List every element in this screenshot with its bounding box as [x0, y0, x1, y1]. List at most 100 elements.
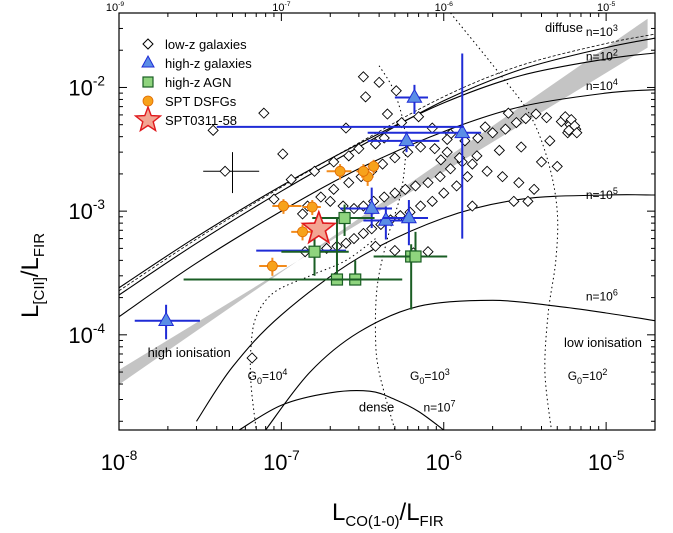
density-curve-1e4 — [119, 89, 655, 318]
low-z-point — [219, 165, 231, 177]
y-axis-label: L[CII]/LFIR — [17, 233, 48, 318]
y-tick-label: 10-2 — [68, 74, 105, 101]
y-tick-label: 10-3 — [68, 197, 105, 224]
annotation-layer: diffuse high ionisation low ionisation dens… — [148, 20, 642, 414]
low-z-point — [496, 171, 509, 183]
legend-label: SPT DSFGs — [165, 94, 237, 109]
low-z-point — [479, 121, 491, 133]
low-z-point — [308, 165, 321, 177]
legend-marker-triangle — [141, 54, 155, 68]
low-z-point — [328, 156, 340, 168]
top-tick-label: 10-5 — [597, 1, 616, 14]
legend-label: high-z AGN — [165, 75, 231, 90]
data-points-layer — [134, 53, 583, 364]
density-curve-1e7 — [238, 390, 445, 430]
low-z-point — [359, 91, 372, 103]
low-z-point — [508, 195, 520, 207]
legend-label: high-z galaxies — [165, 56, 252, 71]
low-z-point — [343, 177, 355, 189]
low-z-point — [528, 183, 540, 195]
region-label: diffuse — [545, 20, 583, 35]
series-spt0311-58 — [300, 209, 338, 245]
legend-entry: SPT0311-58 — [133, 104, 237, 133]
low-z-point — [471, 150, 483, 162]
low-z-point — [510, 116, 522, 129]
g0-curve-1e3 — [374, 65, 407, 430]
low-z-point — [366, 223, 378, 235]
low-z-point — [422, 246, 434, 258]
low-z-point — [502, 107, 514, 119]
low-z-point — [373, 76, 385, 88]
g0-label: G0=104 — [248, 367, 288, 386]
density-curve-dashed — [119, 33, 655, 292]
low-z-point — [246, 352, 258, 364]
spt0311-58-point — [300, 209, 338, 245]
g0-curves-layer — [249, 13, 559, 430]
density-label: n=106 — [586, 287, 618, 303]
low-z-point — [399, 183, 411, 195]
x-axis-label: LCO(1-0)/LFIR — [332, 499, 444, 530]
low-z-point — [414, 141, 427, 153]
density-label: n=107 — [423, 398, 455, 414]
low-z-point — [435, 154, 447, 166]
low-z-point — [441, 146, 453, 158]
spt-dsfg-point — [357, 165, 369, 177]
low-z-point — [559, 111, 571, 123]
low-z-point — [340, 122, 352, 134]
low-z-point — [340, 237, 352, 249]
low-z-point — [434, 171, 446, 183]
high-z-agn-point — [338, 211, 351, 225]
spt-dsfg-point — [297, 226, 308, 238]
low-z-point — [522, 195, 534, 207]
low-z-point — [369, 240, 382, 252]
low-z-point — [328, 183, 340, 195]
low-z-point — [353, 143, 365, 155]
density-curve-1e5 — [196, 194, 655, 422]
low-z-point — [426, 122, 438, 134]
low-z-point — [486, 127, 499, 139]
g0-curve-1e2 — [450, 13, 559, 430]
low-z-point — [441, 133, 453, 146]
density-curve-1e6 — [265, 299, 655, 430]
spt-dsfg-point — [266, 260, 278, 272]
spt-dsfg-point — [368, 161, 380, 172]
legend-entry: high-z galaxies — [141, 54, 252, 71]
low-z-point — [571, 127, 583, 139]
low-z-point — [357, 71, 370, 83]
low-z-point — [268, 193, 280, 205]
high-z-agn-point — [308, 245, 321, 258]
low-z-point — [343, 150, 355, 162]
spt-dsfg-point — [334, 165, 346, 177]
low-z-point — [376, 158, 389, 170]
legend-entry: SPT DSFGs — [142, 94, 237, 109]
low-z-point — [466, 158, 478, 170]
low-z-point — [530, 108, 542, 120]
low-z-point — [381, 108, 394, 120]
density-label: n=103 — [586, 23, 618, 39]
legend-entry: low-z galaxies — [142, 37, 247, 52]
low-z-point — [378, 191, 390, 203]
x-tick-label: 10-7 — [263, 448, 300, 475]
g0-label: G0=102 — [568, 367, 608, 386]
low-z-point — [493, 144, 505, 157]
low-z-point — [348, 232, 360, 245]
low-z-point — [422, 177, 434, 189]
low-z-point — [535, 156, 548, 168]
high-z-galaxy-point — [406, 88, 423, 103]
density-curve-1e3 — [119, 37, 655, 296]
legend: low-z galaxies high-z galaxies high-z AGN S… — [133, 37, 252, 133]
top-tick-label: 10-6 — [435, 1, 454, 14]
density-label: n=102 — [586, 48, 618, 64]
low-z-point — [438, 187, 450, 199]
spt-dsfg-point — [278, 200, 289, 212]
density-label: n=105 — [586, 186, 618, 202]
high-z-galaxy-point — [454, 123, 471, 139]
low-z-point — [481, 165, 493, 177]
plot-frame — [118, 12, 656, 431]
low-z-point — [412, 111, 425, 123]
low-z-point — [315, 191, 327, 203]
low-z-point — [207, 124, 219, 136]
low-z-point — [337, 200, 349, 212]
high-z-galaxy-point — [400, 208, 417, 224]
